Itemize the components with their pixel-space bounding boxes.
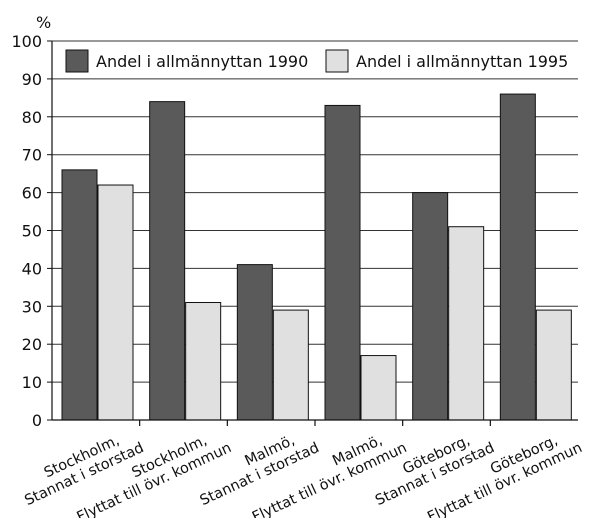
legend-swatch [325, 49, 349, 73]
bar-1995 [448, 226, 485, 421]
y-tick-label: 0 [32, 411, 42, 430]
bar-1995 [360, 355, 397, 421]
y-tick-label: 10 [22, 373, 42, 392]
legend: Andel i allmännyttan 1990 Andel i allmänn… [62, 45, 568, 75]
bar-1990 [149, 101, 186, 421]
y-tick-label: 70 [22, 146, 42, 165]
legend-label: Andel i allmännyttan 1995 [356, 52, 568, 71]
y-tick-label: 100 [11, 32, 42, 51]
bar-1990 [236, 264, 273, 421]
bar-1990 [412, 192, 449, 421]
bar-1990 [61, 169, 98, 421]
y-tick-label: 60 [22, 184, 42, 203]
category-labels: Stockholm,Stannat i storstadStockholm,Fl… [22, 433, 584, 518]
bar-1995 [535, 309, 572, 421]
legend-backdrop [322, 45, 568, 75]
y-tick-label: 50 [22, 222, 42, 241]
bar-1995 [185, 302, 222, 421]
legend-label: Andel i allmännyttan 1990 [96, 52, 308, 71]
legend-backdrop [62, 45, 310, 75]
axes: % 0 10 20 30 40 50 60 70 80 90 100 [11, 13, 578, 430]
y-tick-label: 20 [22, 335, 42, 354]
bar-1995 [97, 184, 134, 421]
gridlines [52, 40, 578, 383]
legend-swatch [65, 49, 89, 73]
bar-1990 [324, 104, 361, 421]
y-tick-label: 80 [22, 108, 42, 127]
bar-1995 [272, 309, 309, 421]
y-tick-label: 30 [22, 297, 42, 316]
y-tick-label: 90 [22, 70, 42, 89]
bars [61, 93, 572, 421]
y-tick-label: 40 [22, 259, 42, 278]
bar-1990 [499, 93, 536, 421]
y-axis-unit-label: % [36, 13, 51, 32]
